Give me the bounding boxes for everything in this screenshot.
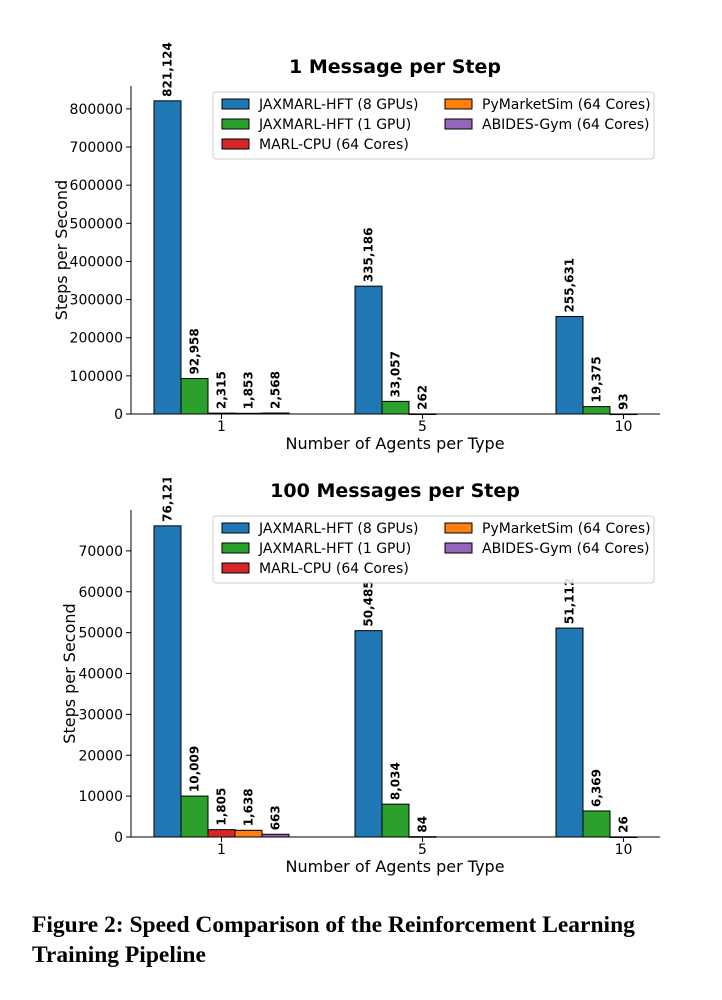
bar-1-group-1 (153, 100, 182, 415)
x-axis-label: Number of Agents per Type (285, 434, 504, 453)
legend-swatch (444, 542, 473, 554)
chart-100-messages-per-step: 100 Messages per Step 76,121 50,485 51,112 1… (60, 478, 660, 876)
legend-swatch (221, 542, 250, 554)
data-label: 663 (269, 805, 283, 830)
data-label: 2,568 (269, 371, 283, 409)
data-label: 76,121 (161, 478, 175, 522)
bar-1-group-5 (354, 285, 383, 415)
y-tick-label: 0 (114, 407, 123, 423)
y-tick-label: 40000 (78, 667, 123, 683)
bar-1-group-1 (153, 525, 182, 838)
legend-label: JAXMARL-HFT (8 GPUs) (258, 521, 419, 537)
legend-label: ABIDES-Gym (64 Cores) (482, 117, 650, 133)
legend-swatch (221, 522, 250, 534)
x-axis-label: Number of Agents per Type (285, 857, 504, 876)
y-tick-label: 100000 (70, 369, 123, 385)
data-label: 93 (617, 393, 631, 410)
y-tick-label: 10000 (78, 789, 123, 805)
bar-2-group-10 (582, 406, 611, 415)
y-axis-label: Steps per Second (60, 603, 79, 743)
data-label: 6,369 (590, 769, 604, 807)
data-label: 92,958 (188, 328, 202, 374)
legend-label: JAXMARL-HFT (1 GPU) (258, 541, 411, 557)
bar-1-group-10 (555, 316, 584, 415)
x-tick-label: 1 (217, 419, 226, 435)
x-tick-label: 10 (615, 419, 633, 435)
legend-label: ABIDES-Gym (64 Cores) (482, 541, 650, 557)
legend-label: JAXMARL-HFT (1 GPU) (258, 117, 411, 133)
bar-2-group-10 (582, 810, 611, 838)
data-label: 255,631 (563, 258, 577, 313)
data-label: 1,853 (242, 371, 256, 409)
bar-1-group-10 (555, 627, 584, 838)
data-label: 262 (416, 385, 430, 410)
legend-label: JAXMARL-HFT (8 GPUs) (258, 97, 419, 113)
y-tick-label: 800000 (70, 102, 123, 118)
figure-caption: Figure 2: Speed Comparison of the Reinfo… (32, 912, 635, 968)
y-tick-label: 70000 (78, 544, 123, 560)
x-tick-label: 1 (217, 842, 226, 858)
x-tick-label: 5 (418, 842, 427, 858)
y-tick-label: 700000 (70, 140, 123, 156)
x-tick-label: 5 (418, 419, 427, 435)
y-tick-label: 300000 (70, 293, 123, 309)
legend-box (212, 91, 655, 160)
chart-1-message-per-step: 1 Message per Step 821,124 335,186 255,631 9… (52, 42, 660, 453)
bar-4-group-1 (234, 829, 263, 838)
bar-2-group-5 (381, 400, 410, 415)
bar-3-group-1 (207, 829, 236, 838)
legend-swatch (444, 118, 473, 130)
legend-label: PyMarketSim (64 Cores) (482, 521, 651, 537)
data-label: 51,112 (563, 578, 577, 624)
y-axis-label: Steps per Second (52, 180, 71, 320)
legend-label: MARL-CPU (64 Cores) (259, 137, 409, 153)
data-label: 19,375 (590, 356, 604, 402)
bar-2-group-5 (381, 803, 410, 838)
y-tick-label: 60000 (78, 585, 123, 601)
bar-2-group-1 (180, 795, 209, 838)
y-tick-label: 50000 (78, 626, 123, 642)
data-label: 10,009 (188, 746, 202, 792)
data-label: 1,638 (242, 788, 256, 826)
data-label: 2,315 (215, 371, 229, 409)
y-tick-label: 30000 (78, 707, 123, 723)
data-label: 33,057 (389, 351, 403, 397)
chart-title: 100 Messages per Step (270, 480, 520, 502)
bar-2-group-1 (180, 378, 209, 415)
legend-swatch (221, 98, 250, 110)
legend-swatch (444, 98, 473, 110)
bar-1-group-5 (354, 630, 383, 838)
legend-swatch (221, 138, 250, 150)
data-label: 335,186 (362, 228, 376, 283)
y-tick-label: 20000 (78, 748, 123, 764)
data-label: 8,034 (389, 762, 403, 800)
legend-swatch (221, 562, 250, 574)
legend-label: MARL-CPU (64 Cores) (259, 561, 409, 577)
data-label: 26 (617, 816, 631, 833)
data-label: 84 (416, 816, 430, 833)
data-label: 821,124 (161, 42, 175, 97)
y-tick-label: 400000 (70, 254, 123, 270)
legend-swatch (444, 522, 473, 534)
y-tick-label: 0 (114, 830, 123, 846)
y-tick-label: 200000 (70, 331, 123, 347)
data-label: 1,805 (215, 788, 229, 826)
legend-box (212, 515, 655, 584)
legend-label: PyMarketSim (64 Cores) (482, 97, 651, 113)
chart-title: 1 Message per Step (289, 56, 501, 78)
data-label: 50,485 (362, 580, 376, 626)
y-tick-label: 500000 (70, 216, 123, 232)
y-tick-label: 600000 (70, 178, 123, 194)
legend-swatch (221, 118, 250, 130)
x-tick-label: 10 (615, 842, 633, 858)
